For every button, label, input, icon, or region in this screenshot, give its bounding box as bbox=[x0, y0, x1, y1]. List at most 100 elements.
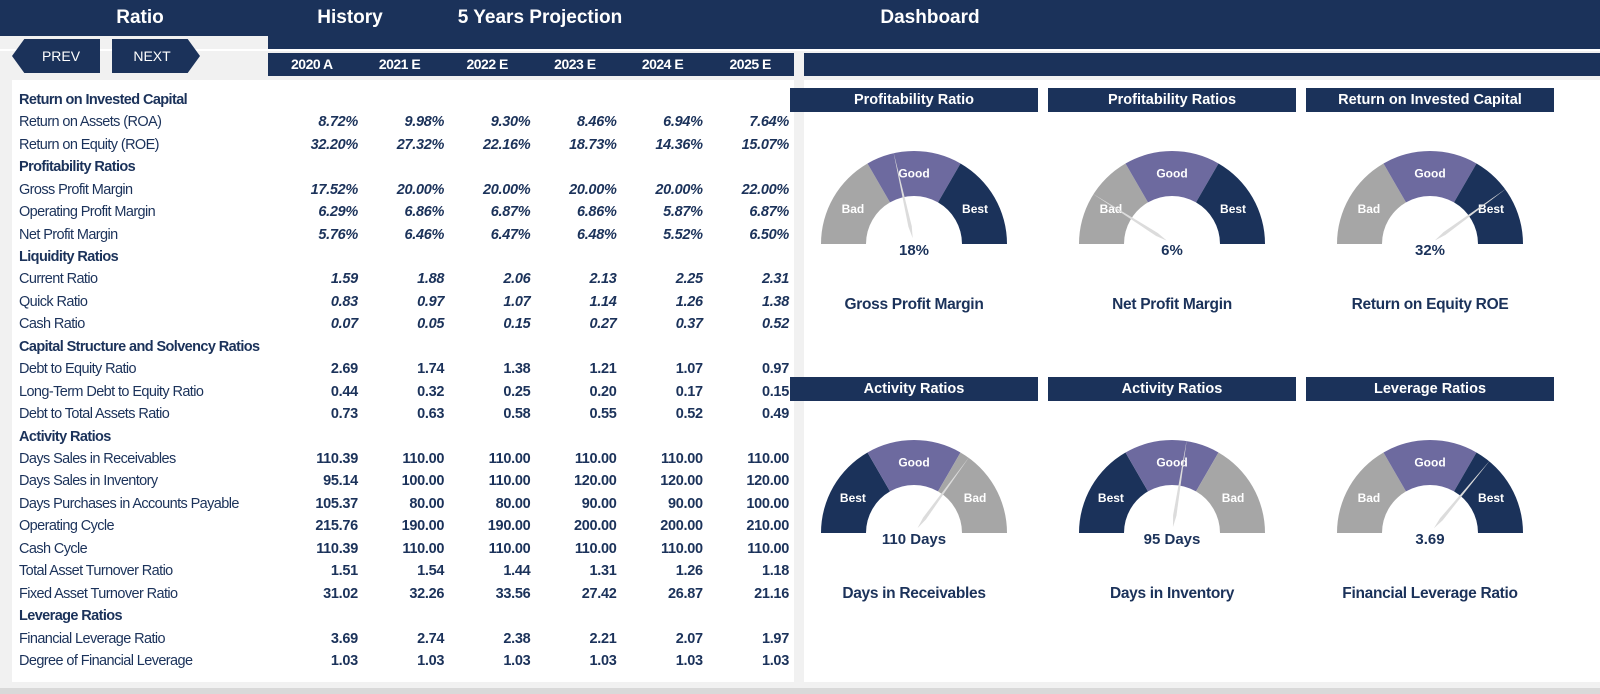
cell-value: 120.00 bbox=[746, 473, 789, 490]
cell-value: 200.00 bbox=[574, 518, 617, 535]
row-label: Current Ratio bbox=[19, 271, 98, 288]
section-header: Return on Invested Capital bbox=[19, 89, 789, 112]
cell-value: 1.31 bbox=[589, 563, 617, 580]
cell-value: 200.00 bbox=[660, 518, 703, 535]
row-label: Long-Term Debt to Equity Ratio bbox=[19, 383, 204, 400]
cell-value: 1.59 bbox=[330, 271, 358, 288]
section-header: Activity Ratios bbox=[19, 425, 789, 448]
table-row: Financial Leverage Ratio 3.69 2.74 2.38 2.21… bbox=[19, 627, 789, 650]
row-label: Gross Profit Margin bbox=[19, 181, 133, 198]
cell-value: 2.21 bbox=[589, 630, 617, 647]
gauge-value: 95 Days bbox=[1143, 531, 1201, 548]
cell-value: 2.31 bbox=[761, 271, 789, 288]
gauge-zone-label: Best bbox=[1220, 202, 1246, 216]
cell-value: 190.00 bbox=[487, 518, 531, 535]
cell-value: 27.32% bbox=[396, 136, 445, 153]
table-row: Cash Ratio 0.07 0.05 0.15 0.27 0.37 0.52 bbox=[19, 313, 789, 336]
gauge-zone-best bbox=[1454, 452, 1523, 533]
cell-value: 0.49 bbox=[761, 406, 789, 423]
cell-value: 5.87% bbox=[663, 204, 703, 221]
gauge-zone-label: Good bbox=[898, 167, 929, 181]
cell-value: 26.87 bbox=[667, 585, 703, 602]
gauge-caption: Net Profit Margin bbox=[1112, 296, 1232, 313]
table-row: Cash Cycle 110.39 110.00 110.00 110.00 110.00… bbox=[19, 538, 789, 561]
gauge-zone-label: Bad bbox=[1358, 491, 1381, 505]
cell-value: 1.54 bbox=[417, 563, 445, 580]
cell-value: 1.14 bbox=[589, 293, 617, 310]
gauge-value: 110 Days bbox=[881, 531, 947, 548]
cell-value: 110.00 bbox=[488, 451, 531, 468]
cell-value: 0.05 bbox=[417, 316, 445, 333]
row-label: Debt to Equity Ratio bbox=[19, 361, 137, 378]
table-row: Current Ratio 1.59 1.88 2.06 2.13 2.25 2.31 bbox=[19, 268, 789, 291]
cell-value: 8.72% bbox=[318, 114, 358, 131]
gauge-zone-good bbox=[1383, 440, 1477, 492]
cell-value: 1.88 bbox=[417, 271, 445, 288]
row-label: Total Asset Turnover Ratio bbox=[19, 563, 173, 580]
cell-value: 1.03 bbox=[330, 653, 358, 670]
cell-value: 6.86% bbox=[576, 204, 617, 221]
cell-value: 190.00 bbox=[401, 518, 445, 535]
gauge-chart: Bad Good Best bbox=[1079, 151, 1265, 244]
gauge-chart: Bad Good Best bbox=[821, 151, 1007, 244]
row-label: Days Purchases in Accounts Payable bbox=[19, 495, 239, 512]
prev-button[interactable]: PREV bbox=[12, 39, 100, 73]
row-label: Days Sales in Inventory bbox=[19, 473, 158, 490]
cell-value: 120.00 bbox=[660, 473, 703, 490]
cell-value: 1.07 bbox=[503, 293, 531, 310]
gauge-zone-label: Bad bbox=[842, 202, 865, 216]
history-title: History bbox=[317, 7, 383, 28]
row-label: Quick Ratio bbox=[19, 293, 88, 310]
gauge-zone-good bbox=[867, 151, 961, 203]
cell-value: 0.25 bbox=[503, 383, 531, 400]
row-label: Liquidity Ratios bbox=[19, 248, 119, 265]
dashboard-title: Dashboard bbox=[880, 7, 980, 28]
row-label: Operating Cycle bbox=[19, 518, 115, 535]
gauge-zone-bad bbox=[1337, 163, 1406, 244]
gauge-needle bbox=[917, 456, 970, 529]
ratio-table bbox=[12, 80, 794, 682]
cell-value: 1.26 bbox=[675, 293, 703, 310]
cell-value: 0.27 bbox=[589, 316, 617, 333]
row-label: Return on Invested Capital bbox=[19, 91, 188, 108]
row-label: Financial Leverage Ratio bbox=[19, 630, 166, 647]
header-band bbox=[268, 36, 1600, 50]
gauge-zone-good bbox=[1125, 440, 1219, 492]
row-label: Fixed Asset Turnover Ratio bbox=[19, 585, 178, 602]
gauge-needle bbox=[893, 151, 913, 239]
cell-value: 110.00 bbox=[661, 451, 703, 468]
cell-value: 33.56 bbox=[495, 585, 531, 602]
cell-value: 18.73% bbox=[569, 136, 617, 153]
table-row: Gross Profit Margin 17.52% 20.00% 20.00% 20.… bbox=[19, 178, 789, 201]
table-row: Return on Assets (ROA) 8.72% 9.98% 9.30% 8.4… bbox=[19, 111, 789, 134]
cell-value: 1.97 bbox=[761, 630, 789, 647]
gauge-caption: Financial Leverage Ratio bbox=[1342, 585, 1518, 602]
section-header: Capital Structure and Solvency Ratios bbox=[19, 335, 789, 358]
gauge-zone-label: Good bbox=[898, 456, 929, 470]
table-row: Operating Profit Margin 6.29% 6.86% 6.87% 6.… bbox=[19, 201, 789, 224]
gauge-card-title: Activity Ratios bbox=[790, 377, 1038, 401]
table-row: Total Asset Turnover Ratio 1.51 1.54 1.44 1.… bbox=[19, 560, 789, 583]
next-button[interactable]: NEXT bbox=[112, 39, 200, 73]
gauge-zone-bad bbox=[821, 163, 890, 244]
section-header: Profitability Ratios bbox=[19, 156, 789, 179]
cell-value: 1.03 bbox=[503, 653, 531, 670]
cell-value: 0.15 bbox=[761, 383, 789, 400]
gauge-needle bbox=[1434, 188, 1507, 241]
cell-value: 95.14 bbox=[323, 473, 358, 490]
cell-value: 1.74 bbox=[417, 361, 445, 378]
cell-value: 22.16% bbox=[482, 136, 531, 153]
table-row: Fixed Asset Turnover Ratio 31.02 32.26 33.5… bbox=[19, 582, 789, 605]
gauge-zone-best bbox=[821, 452, 890, 533]
gauge-zone-bad bbox=[1079, 163, 1148, 244]
table-row: Debt to Total Assets Ratio 0.73 0.63 0.58 0.… bbox=[19, 403, 789, 426]
row-label: Operating Profit Margin bbox=[19, 204, 156, 221]
gauge-caption: Return on Equity ROE bbox=[1351, 296, 1509, 313]
row-label: Degree of Financial Leverage bbox=[19, 653, 193, 670]
cell-value: 27.42 bbox=[581, 585, 617, 602]
gauge-zone-label: Bad bbox=[964, 491, 987, 505]
table-row: Days Sales in Inventory 95.14 100.00 110.00… bbox=[19, 470, 789, 493]
cell-value: 3.69 bbox=[330, 630, 358, 647]
section-header: Liquidity Ratios bbox=[19, 246, 789, 269]
cell-value: 6.46% bbox=[404, 226, 445, 243]
